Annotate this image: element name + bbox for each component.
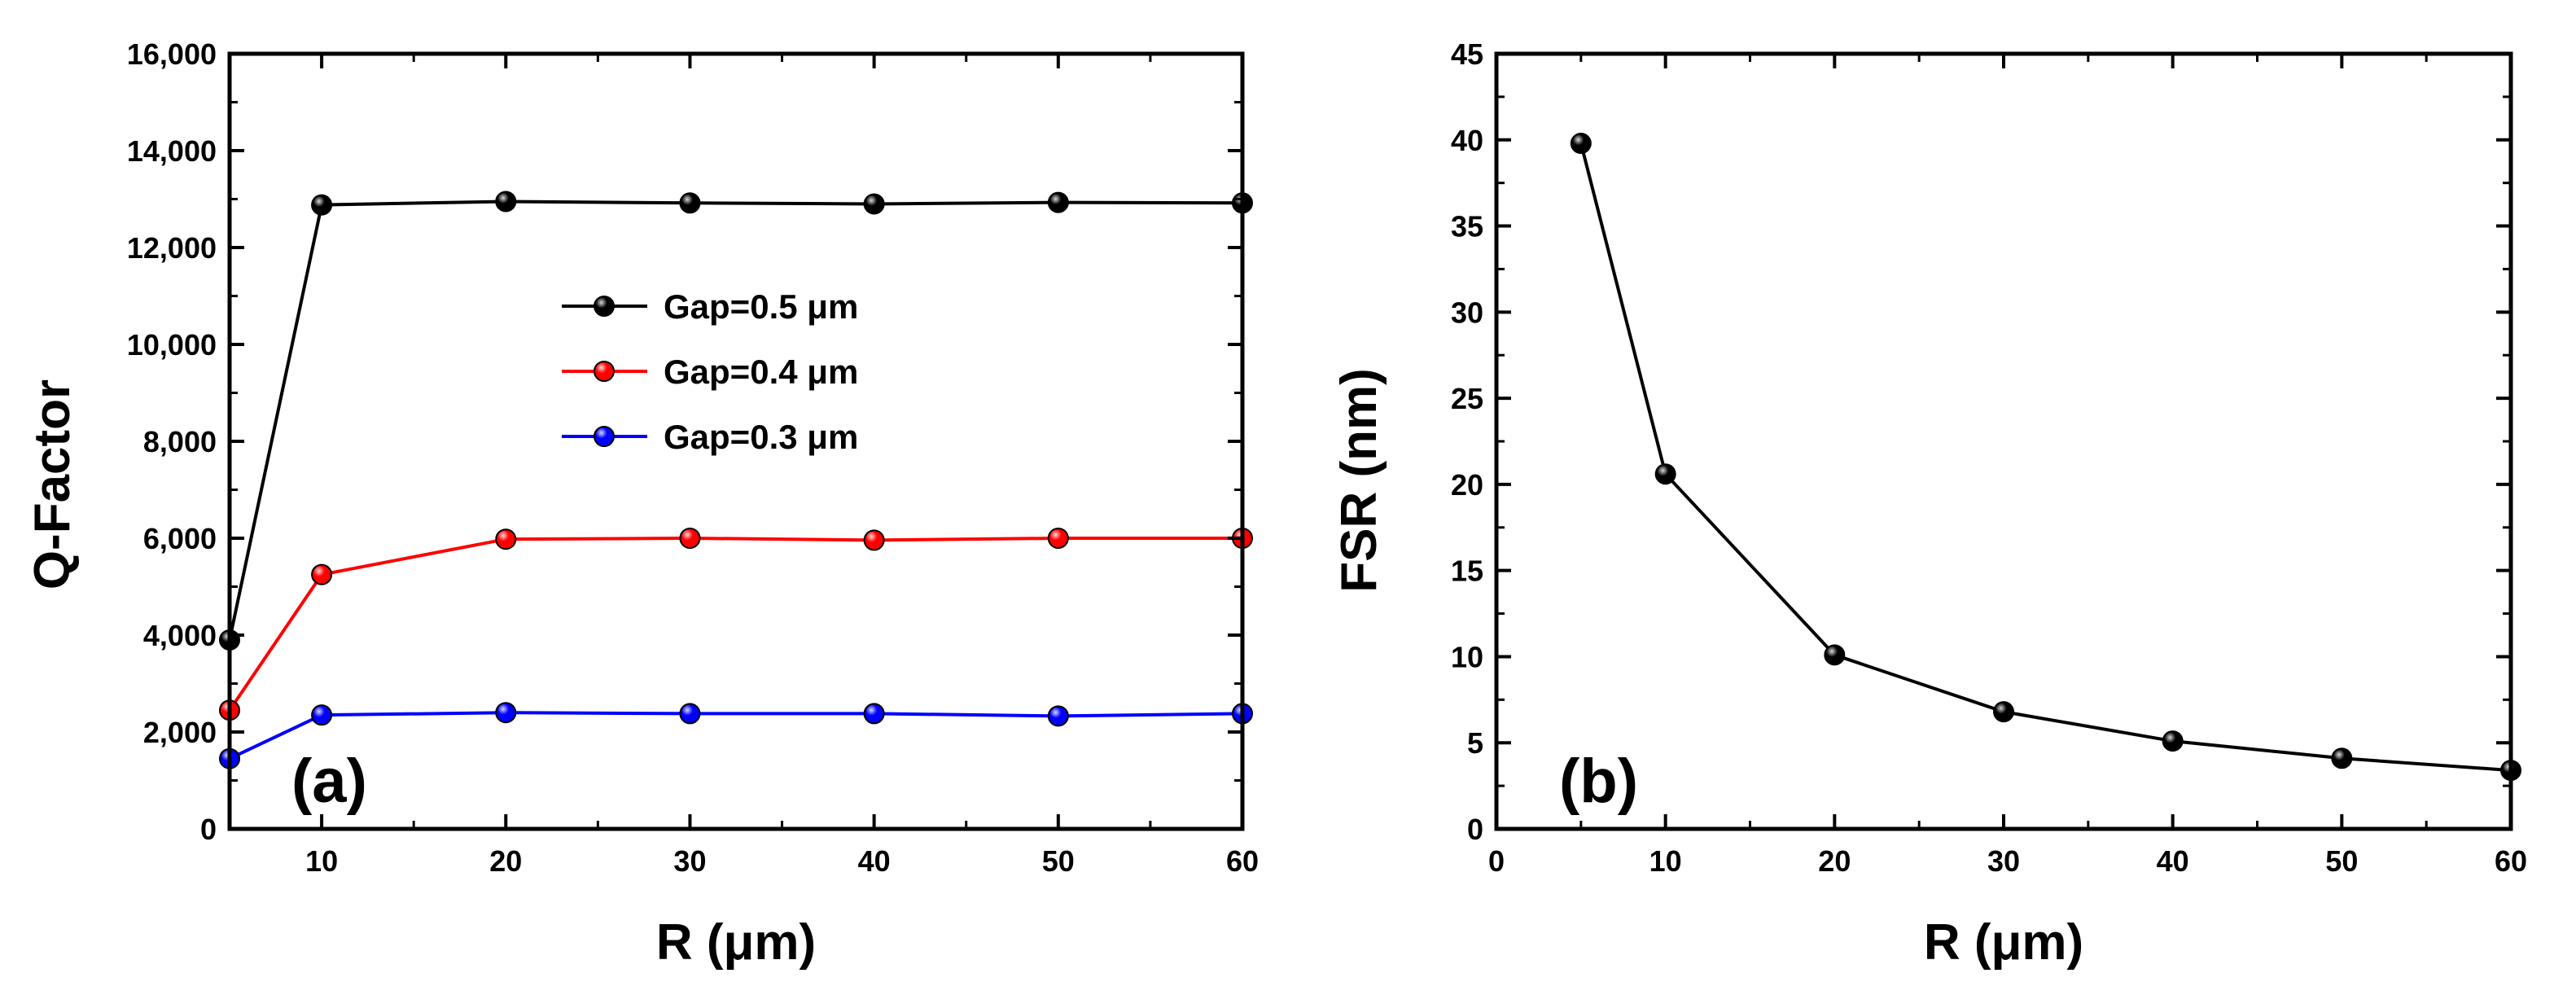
chart-a-y-tick-label: 2,000 xyxy=(143,716,217,749)
chart-a-y-tick-label: 12,000 xyxy=(127,231,217,265)
chart-b-x-axis-title: R (μm) xyxy=(1924,914,2083,971)
chart-a-data-point xyxy=(311,194,333,216)
chart-a-data-point xyxy=(679,528,701,549)
chart-b-y-tick-label: 15 xyxy=(1451,554,1483,588)
chart-b-y-tick-label: 45 xyxy=(1451,37,1483,71)
chart-b-x-tick-label: 30 xyxy=(1987,844,2020,878)
chart-a-legend-label: Gap=0.5 μm xyxy=(664,287,858,326)
chart-a-x-tick-label: 10 xyxy=(305,844,338,878)
chart-b-x-tick-label: 40 xyxy=(2157,844,2189,878)
chart-b-tick-layer: 0 5 10 15 20 25 30 35 40 45 0 10 20 30 40 50 60 xyxy=(1451,37,2527,878)
chart-a-legend-marker xyxy=(594,426,615,447)
chart-b-y-tick-label: 30 xyxy=(1451,296,1483,329)
chart-b-x-tick-label: 60 xyxy=(2495,844,2527,878)
chart-a-data-point xyxy=(863,193,885,215)
chart-a-x-tick-label: 50 xyxy=(1042,844,1075,878)
chart-a-data-point xyxy=(495,528,517,550)
chart-b-y-tick-label: 0 xyxy=(1467,813,1483,846)
chart-a-y-tick-label: 16,000 xyxy=(127,37,217,71)
chart-b-data-point xyxy=(1654,463,1676,485)
chart-a-legend-item-2: Gap=0.4 μm xyxy=(562,353,858,391)
chart-a-tick-layer: 0 2,000 4,000 6,000 8,000 10,000 12,000 14,000 1… xyxy=(127,37,1259,878)
chart-a-data-point xyxy=(863,703,885,725)
chart-a-x-tick-label: 40 xyxy=(858,844,891,878)
chart-a-y-tick-label: 14,000 xyxy=(127,134,217,168)
chart-a-series-layer xyxy=(219,191,1253,769)
chart-a-y-tick-label: 0 xyxy=(200,813,217,846)
chart-b-y-tick-label: 25 xyxy=(1451,382,1483,415)
chart-b-x-tick-label: 10 xyxy=(1649,844,1682,878)
chart-b-data-point xyxy=(1993,701,2014,723)
chart-a-data-point xyxy=(495,191,517,213)
chart-a-y-tick-label: 4,000 xyxy=(143,619,217,652)
chart-b-x-tick-label: 0 xyxy=(1488,844,1505,878)
chart-a-panel-label: (a) xyxy=(291,747,367,816)
chart-b-data-point xyxy=(1570,133,1592,155)
chart-a-y-axis-title: Q-Factor xyxy=(24,379,81,590)
chart-a-legend-label: Gap=0.4 μm xyxy=(664,353,858,391)
chart-b-y-tick-label: 35 xyxy=(1451,210,1483,243)
chart-a-legend-label: Gap=0.3 μm xyxy=(664,418,858,456)
chart-b-series-layer xyxy=(1570,133,2521,782)
chart-a-legend-marker xyxy=(594,361,615,382)
chart-a-x-axis-title: R (μm) xyxy=(656,914,816,971)
chart-a-data-point xyxy=(1047,191,1069,213)
chart-a-legend-item-1: Gap=0.5 μm xyxy=(562,287,858,326)
chart-a-x-tick-label: 60 xyxy=(1226,844,1259,878)
chart-b-series-line-1 xyxy=(1579,142,2512,773)
chart-a-y-tick-label: 6,000 xyxy=(143,522,217,555)
chart-a-series-line-3 xyxy=(229,711,1243,760)
chart-b-y-tick-label: 40 xyxy=(1451,124,1483,157)
chart-a-data-point xyxy=(311,704,333,726)
chart-b-y-tick-label: 20 xyxy=(1451,468,1483,502)
chart-a-legend-item-3: Gap=0.3 μm xyxy=(562,418,858,456)
chart-a-data-point xyxy=(311,563,333,585)
chart-b-data-point xyxy=(1824,644,1846,666)
chart-panel-a: 0 2,000 4,000 6,000 8,000 10,000 12,000 14,000 1… xyxy=(24,37,1259,971)
chart-a-data-point xyxy=(679,703,701,725)
chart-a-data-point xyxy=(863,529,885,551)
chart-b-y-tick-label: 5 xyxy=(1467,726,1483,760)
chart-b-data-point xyxy=(2331,747,2353,769)
chart-b-y-axis-title: FSR (nm) xyxy=(1331,368,1387,593)
chart-b-x-tick-label: 50 xyxy=(2325,844,2358,878)
chart-a-data-point xyxy=(1047,705,1069,727)
chart-b-panel-label: (b) xyxy=(1559,747,1638,816)
chart-a-x-tick-label: 20 xyxy=(489,844,522,878)
chart-b-data-point xyxy=(2162,730,2184,752)
chart-a-x-tick-label: 30 xyxy=(673,844,706,878)
chart-a-data-point xyxy=(495,702,517,724)
chart-a-data-point xyxy=(679,192,701,214)
chart-a-legend-marker xyxy=(594,296,615,317)
chart-b-y-tick-label: 10 xyxy=(1451,640,1483,673)
chart-a-y-tick-label: 10,000 xyxy=(127,328,217,362)
chart-b-x-tick-label: 20 xyxy=(1818,844,1851,878)
chart-a-y-tick-label: 8,000 xyxy=(143,425,217,458)
chart-a-data-point xyxy=(1047,528,1069,549)
chart-panel-b: 0 5 10 15 20 25 30 35 40 45 0 10 20 30 40 50 60 FSR (nm)… xyxy=(1331,37,2527,971)
chart-a-series-line-2 xyxy=(228,536,1242,712)
chart-a-legend: Gap=0.5 μm Gap=0.4 μm Gap=0.3 μm xyxy=(562,287,858,456)
